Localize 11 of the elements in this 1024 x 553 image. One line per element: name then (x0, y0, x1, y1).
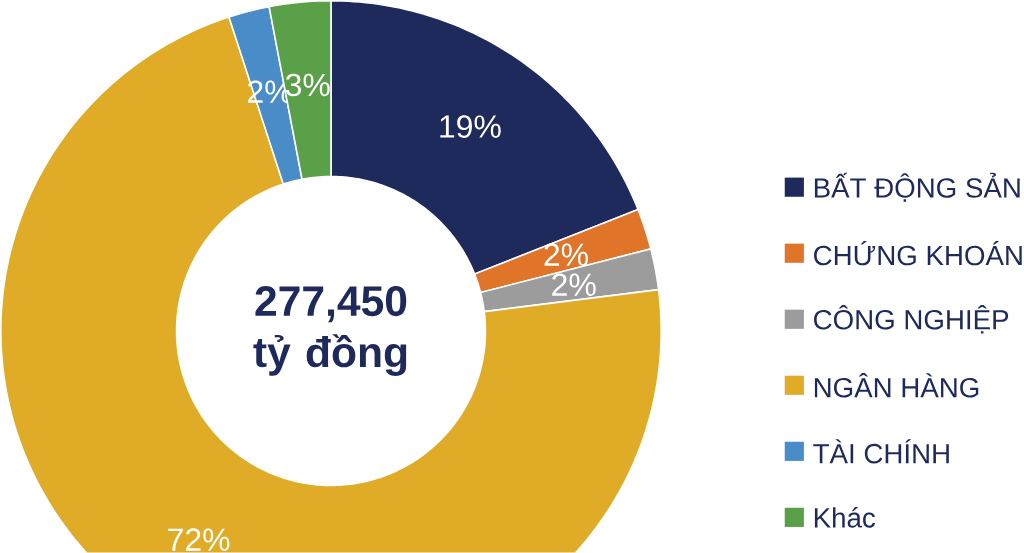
legend-label: TÀI CHÍNH (813, 439, 949, 464)
data-label: 2% (552, 273, 596, 297)
legend-label: CÔNG NGHIỆP (814, 305, 1009, 334)
text: 277,450 tỷ đồng (253, 286, 407, 377)
data-label: 2% (544, 243, 588, 267)
legend-label: BẤT ĐỘNG SẢN (814, 172, 1020, 202)
data-label: 19% (440, 115, 501, 139)
legend-label: NGÂN HÀNG (814, 373, 979, 398)
legend-label: Khác (814, 507, 876, 528)
data-label: 72% (168, 528, 230, 552)
legend-label: CHỨNG KHOÁN (814, 241, 1022, 266)
